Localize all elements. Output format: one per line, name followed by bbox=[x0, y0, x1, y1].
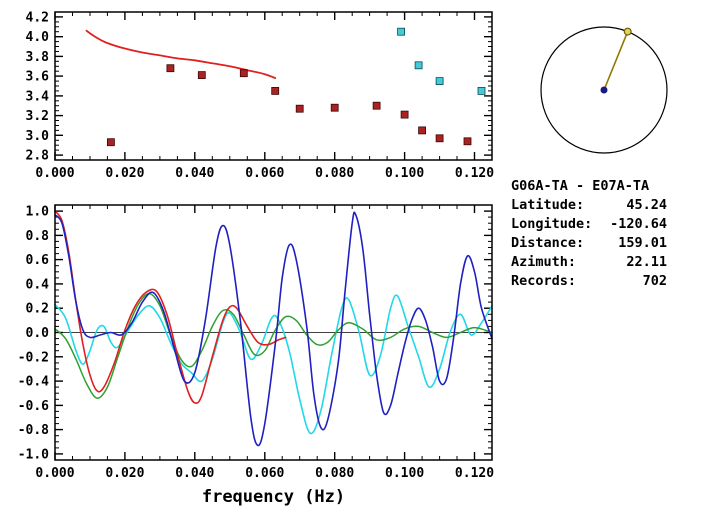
marker-measured-phase-velocity bbox=[400, 110, 409, 119]
y-tick-label: -1.0 bbox=[18, 447, 49, 462]
dial-ring bbox=[540, 26, 668, 154]
y-tick-label: -0.4 bbox=[18, 375, 49, 390]
info-row-longitude: Longitude: -120.64 bbox=[511, 215, 667, 234]
y-tick-label: 3.2 bbox=[26, 109, 49, 124]
station-pair-title: G06A-TA - E07A-TA bbox=[511, 178, 650, 194]
longitude-value: -120.64 bbox=[610, 216, 667, 232]
waveform-plot: 0.000 0.020 0.040 0.060 0.080 0.100 0.120 -1.0 -… bbox=[18, 204, 494, 507]
x-tick-label: 0.040 bbox=[175, 466, 214, 481]
y-tick-label: 0.8 bbox=[26, 229, 50, 244]
x-tick-label: 0.080 bbox=[315, 466, 354, 481]
y-tick-label: 0.6 bbox=[26, 253, 50, 268]
series-cross-spectrum-blue bbox=[54, 211, 493, 447]
marker-measured-phase-velocity bbox=[166, 64, 175, 73]
series-smoothed-green bbox=[54, 292, 493, 399]
marker-measured-phase-velocity bbox=[418, 126, 427, 135]
series-coherence-cyan bbox=[54, 294, 493, 435]
marker-rejected-phase-velocity bbox=[397, 27, 406, 36]
distance-label: Distance: bbox=[511, 235, 585, 251]
x-tick-label: 0.040 bbox=[175, 166, 214, 181]
y-tick-label: 0.2 bbox=[26, 302, 49, 317]
marker-measured-phase-velocity bbox=[271, 87, 280, 95]
info-row-azimuth: Azimuth: 22.11 bbox=[511, 253, 667, 272]
records-label: Records: bbox=[511, 273, 577, 289]
x-tick-label: 0.120 bbox=[455, 166, 494, 181]
latitude-value: 45.24 bbox=[626, 197, 667, 213]
marker-measured-phase-velocity bbox=[372, 101, 381, 110]
info-row-records: Records: 702 bbox=[511, 272, 667, 291]
info-row-distance: Distance: 159.01 bbox=[511, 234, 667, 253]
azimuth-label: Azimuth: bbox=[511, 254, 577, 270]
marker-measured-phase-velocity bbox=[239, 69, 248, 78]
dial-center-dot bbox=[600, 86, 608, 94]
x-tick-label: 0.000 bbox=[35, 466, 74, 481]
y-tick-label: 4.0 bbox=[26, 30, 50, 45]
y-tick-label: 3.8 bbox=[26, 50, 50, 65]
info-row-latitude: Latitude: 45.24 bbox=[511, 196, 667, 215]
y-tick-label: 2.8 bbox=[26, 149, 50, 164]
y-tick-label: -0.8 bbox=[18, 423, 49, 438]
x-tick-label: 0.080 bbox=[315, 166, 354, 181]
azimuth-value: 22.11 bbox=[626, 254, 667, 270]
marker-measured-phase-velocity bbox=[197, 71, 206, 79]
marker-rejected-phase-velocity bbox=[435, 77, 444, 85]
azimuth-line bbox=[603, 31, 629, 91]
marker-measured-phase-velocity bbox=[435, 134, 444, 143]
y-tick-label: 4.2 bbox=[26, 10, 49, 25]
y-tick-label: 3.6 bbox=[26, 70, 50, 85]
axis-frame bbox=[54, 204, 493, 461]
series-model-fit-red bbox=[54, 210, 287, 404]
x-tick-label: 0.100 bbox=[385, 166, 424, 181]
distance-value: 159.01 bbox=[618, 235, 667, 251]
dispersion-plot: 0.000 0.020 0.040 0.060 0.080 0.100 0.120 2.8 3.… bbox=[26, 10, 495, 181]
marker-measured-phase-velocity bbox=[330, 103, 339, 112]
longitude-label: Longitude: bbox=[511, 216, 593, 232]
x-tick-label: 0.000 bbox=[35, 166, 74, 181]
x-tick-label: 0.100 bbox=[385, 466, 424, 481]
x-tick-label: 0.060 bbox=[245, 466, 284, 481]
x-axis-label: frequency (Hz) bbox=[202, 487, 345, 507]
azimuth-dial bbox=[540, 26, 668, 154]
marker-rejected-phase-velocity bbox=[414, 61, 423, 70]
y-tick-label: -0.2 bbox=[18, 350, 49, 365]
marker-measured-phase-velocity bbox=[295, 104, 304, 113]
x-tick-label: 0.020 bbox=[105, 466, 144, 481]
y-tick-label: -0.6 bbox=[18, 399, 49, 414]
marker-measured-phase-velocity bbox=[463, 137, 472, 146]
x-tick-label: 0.020 bbox=[105, 166, 144, 181]
latitude-label: Latitude: bbox=[511, 197, 585, 213]
axis-frame bbox=[54, 11, 493, 161]
marker-measured-phase-velocity bbox=[107, 138, 115, 147]
x-tick-label: 0.120 bbox=[455, 466, 494, 481]
y-tick-label: 3.4 bbox=[26, 89, 50, 104]
y-tick-label: 1.0 bbox=[26, 205, 50, 220]
station-info-panel: G06A-TA - E07A-TA Latitude: 45.24 Longit… bbox=[511, 177, 667, 291]
x-tick-label: 0.060 bbox=[245, 166, 284, 181]
records-value: 702 bbox=[642, 273, 667, 289]
y-tick-label: 3.0 bbox=[26, 129, 50, 144]
y-tick-label: 0.0 bbox=[26, 326, 50, 341]
marker-rejected-phase-velocity bbox=[477, 87, 486, 95]
y-tick-label: 0.4 bbox=[26, 277, 50, 292]
azimuth-endpoint-marker bbox=[623, 27, 632, 36]
